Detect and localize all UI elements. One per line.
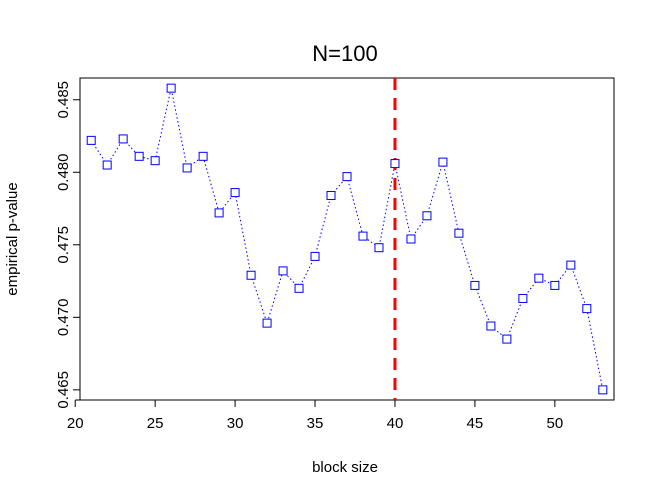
y-axis: 0.465 0.470 0.475 0.480 0.485 bbox=[55, 81, 81, 409]
data-point bbox=[102, 160, 112, 170]
data-point bbox=[166, 83, 176, 93]
data-point bbox=[534, 273, 544, 283]
data-point bbox=[406, 234, 416, 244]
plot-frame bbox=[79, 77, 615, 401]
data-point bbox=[598, 385, 608, 395]
data-point bbox=[86, 135, 96, 145]
x-tick-label: 40 bbox=[387, 415, 404, 432]
data-point bbox=[294, 283, 304, 293]
y-tick-label: 0.475 bbox=[55, 226, 72, 264]
x-tick-label: 30 bbox=[227, 415, 244, 432]
chart-title: N=100 bbox=[312, 41, 377, 66]
data-point bbox=[438, 157, 448, 167]
data-point bbox=[358, 231, 368, 241]
data-point bbox=[566, 260, 576, 270]
data-point bbox=[262, 318, 272, 328]
data-point bbox=[374, 243, 384, 253]
data-point bbox=[198, 151, 208, 161]
data-point bbox=[454, 228, 464, 238]
data-point bbox=[134, 151, 144, 161]
data-point bbox=[230, 188, 240, 198]
data-point bbox=[326, 190, 336, 200]
data-point bbox=[470, 280, 480, 290]
y-tick-label: 0.485 bbox=[55, 81, 72, 119]
series-markers bbox=[86, 83, 608, 395]
x-axis: 20 25 30 35 40 45 50 bbox=[67, 399, 564, 432]
data-point bbox=[278, 266, 288, 276]
data-point bbox=[342, 172, 352, 182]
data-point bbox=[518, 293, 528, 303]
data-point bbox=[118, 134, 128, 144]
data-point bbox=[582, 304, 592, 314]
data-point bbox=[550, 280, 560, 290]
data-point bbox=[310, 251, 320, 261]
x-tick-label: 50 bbox=[547, 415, 564, 432]
y-tick-label: 0.470 bbox=[55, 299, 72, 337]
data-point bbox=[246, 270, 256, 280]
x-tick-label: 20 bbox=[67, 415, 84, 432]
data-point bbox=[422, 211, 432, 221]
x-tick-label: 45 bbox=[467, 415, 484, 432]
data-point bbox=[150, 156, 160, 166]
x-axis-label: block size bbox=[312, 459, 378, 476]
y-tick-label: 0.465 bbox=[55, 371, 72, 409]
x-tick-label: 25 bbox=[147, 415, 164, 432]
data-point bbox=[214, 208, 224, 218]
data-point bbox=[486, 321, 496, 331]
y-axis-label: empirical p-value bbox=[4, 182, 21, 295]
data-point bbox=[390, 159, 400, 169]
data-point bbox=[502, 334, 512, 344]
y-tick-label: 0.480 bbox=[55, 154, 72, 192]
x-tick-label: 35 bbox=[307, 415, 324, 432]
series-line bbox=[90, 88, 604, 390]
data-point bbox=[182, 163, 192, 173]
